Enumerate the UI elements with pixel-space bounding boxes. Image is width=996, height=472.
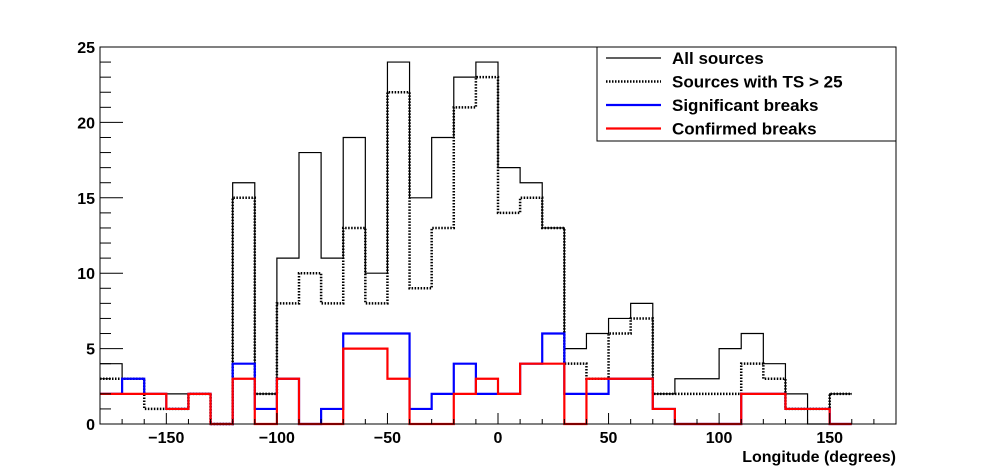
x-tick-label: −150 [148, 430, 184, 447]
y-tick-label: 5 [86, 342, 95, 359]
x-tick-label: −50 [374, 430, 401, 447]
legend-label: Significant breaks [672, 96, 818, 115]
y-tick-label: 20 [77, 115, 95, 132]
series-line [100, 61, 852, 425]
series-line [100, 75, 852, 426]
x-axis-title: Longitude (degrees) [742, 449, 896, 466]
series-0 [100, 61, 852, 425]
legend-label: Confirmed breaks [672, 120, 817, 139]
legend: All sources Sources with TS > 25 Significa… [596, 46, 897, 142]
legend-label: All sources [672, 49, 764, 68]
axis-ticks: −150 −100 −50 0 50 100 150 0 5 10 15 20 25 [77, 40, 875, 447]
y-tick-label: 10 [77, 266, 95, 283]
x-tick-label: 150 [816, 430, 843, 447]
y-tick-label: 15 [77, 191, 95, 208]
x-tick-label: 100 [706, 430, 733, 447]
legend-label: Sources with TS > 25 [672, 73, 843, 92]
legend-box [596, 46, 897, 142]
x-tick-label: 50 [600, 430, 618, 447]
y-tick-label: 0 [86, 417, 95, 434]
series-1 [100, 75, 852, 426]
y-tick-label: 25 [77, 40, 95, 57]
x-tick-label: 0 [494, 430, 503, 447]
x-tick-label: −100 [259, 430, 295, 447]
